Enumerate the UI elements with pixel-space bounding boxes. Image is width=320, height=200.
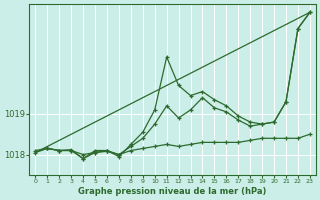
- X-axis label: Graphe pression niveau de la mer (hPa): Graphe pression niveau de la mer (hPa): [78, 187, 267, 196]
